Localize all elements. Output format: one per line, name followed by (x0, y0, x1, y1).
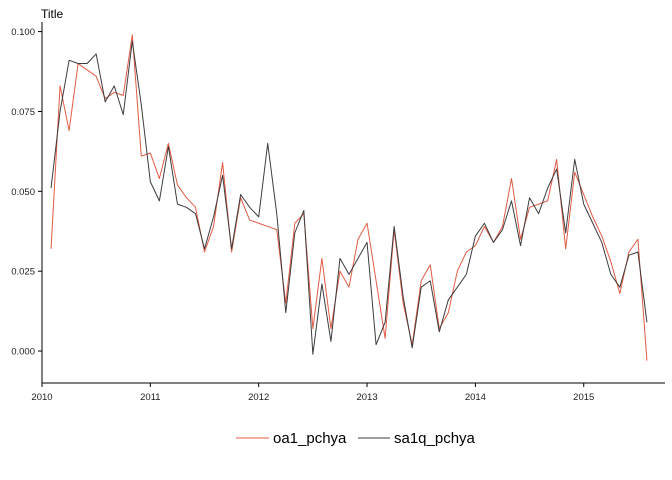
y-tick-label: 0.025 (11, 267, 35, 278)
y-tick-label: 0.000 (11, 347, 35, 358)
y-axis-ticks: 0.000 0.025 0.050 0.075 0.100 (11, 27, 42, 358)
legend: oa1_pchya sa1q_pchya (236, 430, 476, 447)
x-tick-label: 2013 (356, 392, 377, 403)
x-tick-label: 2010 (31, 392, 52, 403)
x-tick-label: 2011 (140, 392, 160, 403)
series-line-sa1q-pchya (50, 40, 648, 355)
series-line-oa1-pchya (50, 34, 648, 361)
plot-area (50, 34, 648, 361)
y-tick-label: 0.075 (11, 107, 35, 118)
legend-label: oa1_pchya (273, 430, 347, 447)
y-tick-label: 0.050 (11, 187, 35, 198)
x-tick-label: 2014 (465, 392, 486, 403)
legend-label: sa1q_pchya (394, 430, 476, 447)
x-axis-ticks: 2010 2011 2012 2013 2014 2015 (31, 383, 594, 403)
x-tick-label: 2015 (573, 392, 594, 403)
y-tick-label: 0.100 (11, 27, 35, 38)
x-tick-label: 2012 (248, 392, 269, 403)
chart-title: Title (41, 7, 64, 21)
